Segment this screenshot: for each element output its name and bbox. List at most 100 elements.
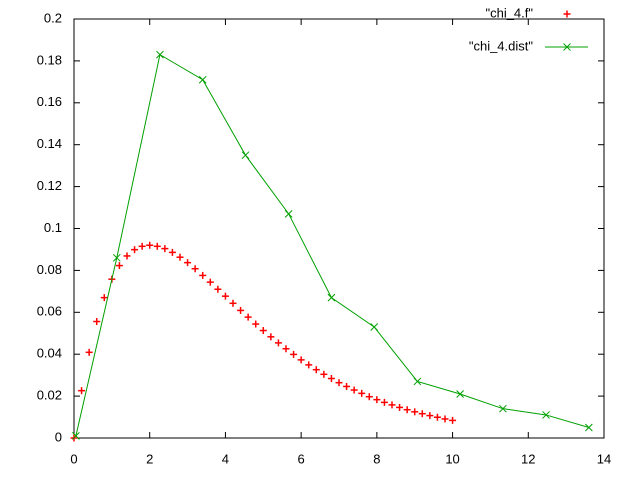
- y-tick-label: 0.2: [44, 10, 62, 25]
- marker-stroke: [542, 411, 550, 419]
- plot-border: [73, 18, 605, 439]
- marker-stroke: [585, 423, 593, 432]
- marker: [241, 151, 250, 160]
- marker: [388, 401, 396, 409]
- marker: [585, 423, 593, 432]
- marker-stroke: [327, 293, 336, 302]
- marker-stroke: [413, 377, 422, 386]
- marker: [327, 375, 335, 383]
- y-tick-label: 0.16: [37, 94, 62, 109]
- y-tick-label: 0: [55, 429, 62, 444]
- marker: [358, 389, 366, 397]
- marker: [274, 339, 282, 347]
- marker: [365, 393, 373, 401]
- marker-stroke: [284, 209, 293, 218]
- marker: [418, 410, 426, 418]
- marker: [267, 333, 275, 341]
- marker-stroke: [563, 43, 571, 51]
- marker: [237, 306, 245, 314]
- y-tick-label: 0.1: [44, 220, 62, 235]
- marker: [441, 415, 449, 423]
- marker: [542, 411, 550, 419]
- marker: [380, 398, 388, 406]
- marker: [252, 320, 260, 328]
- x-tick-label: 0: [70, 451, 77, 466]
- marker: [297, 356, 305, 364]
- marker: [78, 387, 86, 395]
- marker: [413, 377, 422, 386]
- y-tick-label: 0.12: [37, 178, 62, 193]
- marker: [305, 361, 313, 369]
- marker: [370, 323, 379, 331]
- marker: [433, 413, 441, 421]
- y-tick-label: 0.04: [37, 346, 62, 361]
- y-tick-label: 0.02: [37, 388, 62, 403]
- marker: [284, 209, 293, 218]
- marker: [335, 379, 343, 387]
- marker: [146, 241, 154, 249]
- marker: [499, 404, 507, 413]
- x-tick-label: 4: [222, 451, 229, 466]
- marker: [93, 318, 101, 326]
- marker: [290, 350, 298, 358]
- x-tick-label: 14: [597, 451, 611, 466]
- marker: [214, 285, 222, 293]
- marker: [426, 412, 434, 420]
- marker: [396, 403, 404, 411]
- x-tick-label: 12: [521, 451, 535, 466]
- marker: [115, 262, 123, 270]
- marker: [72, 432, 80, 440]
- x-tick-label: 8: [373, 451, 380, 466]
- marker: [206, 278, 214, 286]
- marker: [343, 382, 351, 390]
- marker: [221, 292, 229, 300]
- marker: [411, 408, 419, 416]
- marker: [259, 327, 267, 335]
- marker: [320, 370, 328, 378]
- marker: [191, 265, 199, 273]
- marker: [456, 390, 464, 398]
- y-tick-label: 0.08: [37, 262, 62, 277]
- marker: [112, 253, 121, 262]
- marker: [156, 50, 164, 59]
- marker-stroke: [456, 390, 464, 398]
- marker: [282, 345, 290, 353]
- marker: [138, 242, 146, 250]
- marker: [100, 294, 108, 302]
- x-tick-label: 6: [298, 451, 305, 466]
- marker-stroke: [370, 323, 379, 331]
- marker-stroke: [241, 151, 250, 160]
- marker-stroke: [156, 50, 164, 59]
- marker: [403, 406, 411, 414]
- y-tick-label: 0.18: [37, 52, 62, 67]
- y-tick-label: 0.06: [37, 304, 62, 319]
- marker: [199, 271, 207, 279]
- marker: [153, 242, 161, 250]
- legend-label: "chi_4.f": [485, 5, 533, 20]
- marker-stroke: [499, 404, 507, 413]
- marker: [161, 245, 169, 253]
- marker: [184, 259, 192, 267]
- marker: [244, 313, 252, 321]
- marker: [373, 396, 381, 404]
- marker: [85, 348, 93, 356]
- marker: [198, 75, 207, 84]
- marker-stroke: [198, 75, 207, 84]
- marker: [563, 10, 571, 18]
- legend-label: "chi_4.dist": [469, 38, 534, 53]
- marker: [123, 252, 131, 260]
- x-tick-label: 10: [445, 451, 459, 466]
- marker: [449, 416, 457, 424]
- marker: [168, 248, 176, 256]
- y-tick-label: 0.14: [37, 136, 62, 151]
- marker: [131, 246, 139, 254]
- marker: [327, 293, 336, 302]
- marker: [229, 299, 237, 307]
- marker-stroke: [72, 432, 80, 440]
- marker: [563, 43, 571, 51]
- marker: [312, 366, 320, 374]
- marker: [350, 386, 358, 394]
- marker: [176, 253, 184, 261]
- x-tick-label: 2: [146, 451, 153, 466]
